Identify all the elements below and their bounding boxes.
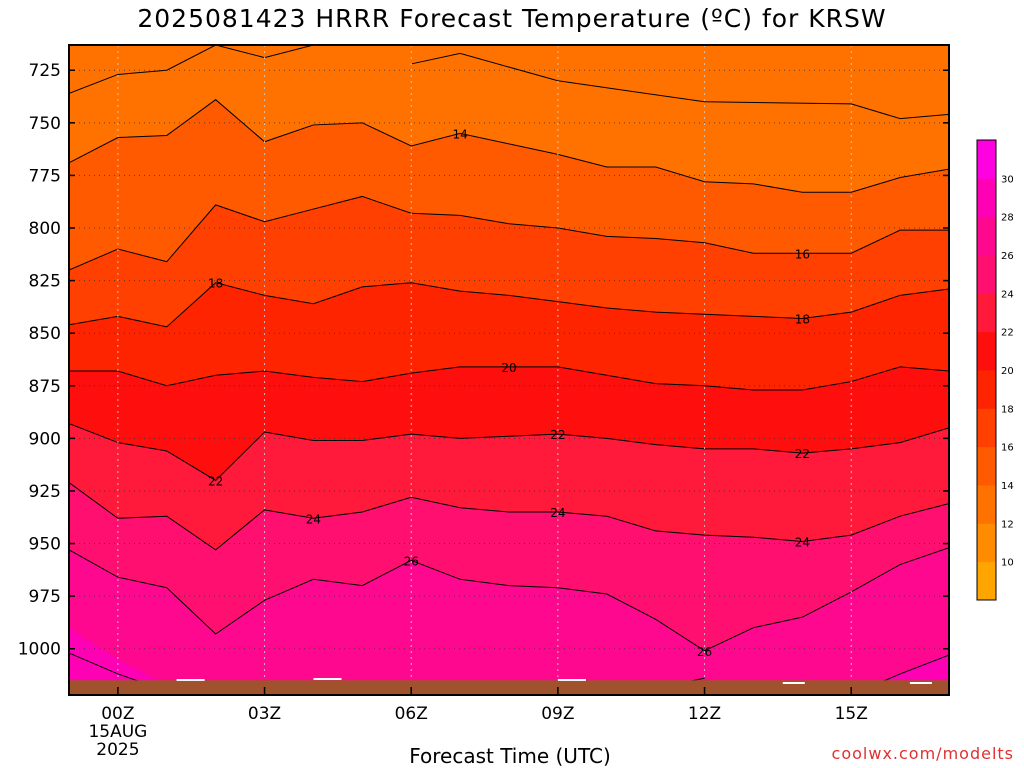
colorbar-swatch-10 — [977, 523, 996, 563]
colorbar-swatch-26 — [977, 216, 996, 256]
colorbar-swatch-12 — [977, 485, 996, 524]
colorbar-label-18: 18 — [1001, 404, 1014, 415]
contour-labels: 14 16 18 18 20 22 22 22 24 24 24 26 26 — [208, 127, 810, 659]
x-tick-label-06Z: 06Z — [395, 704, 428, 724]
colorbar-label-26: 26 — [1001, 251, 1014, 262]
filled-contours — [69, 45, 949, 695]
plot-frame — [68, 44, 950, 696]
colorbar-swatch-24 — [977, 255, 996, 294]
x-tick-year-label: 2025 — [96, 740, 139, 760]
x-tick-label-09Z: 09Z — [541, 704, 574, 724]
contour-label-22-9: 22 — [550, 428, 565, 442]
contour-label-18-2: 18 — [208, 277, 223, 291]
contour-line-26 — [69, 547, 949, 652]
ground-strip — [69, 678, 949, 695]
x-tick-label-12Z: 12Z — [688, 704, 721, 724]
colorbar-swatch-8 — [977, 561, 996, 601]
contour-lines — [69, 45, 949, 695]
x-tick-label-03Z: 03Z — [248, 704, 281, 724]
contour-line-12-right — [411, 52, 949, 120]
ground-area — [69, 680, 949, 695]
colorbar-label-10: 10 — [1001, 558, 1014, 569]
y-tick-label-800: 800 — [29, 219, 61, 239]
y-axis: 725 750 775 800 825 850 875 900 925 950 975 1000 — [18, 61, 949, 660]
surface-marker-1 — [313, 678, 342, 680]
y-tick-label-825: 825 — [29, 272, 61, 292]
contour-label-24-9: 24 — [550, 506, 565, 520]
y-tick-label-850: 850 — [29, 324, 61, 344]
source-watermark: coolwx.com/modelts — [831, 744, 1014, 763]
grid-lines — [69, 45, 949, 695]
y-tick-label-950: 950 — [29, 535, 61, 555]
band-28-left — [69, 627, 167, 695]
contour-label-20-8: 20 — [501, 361, 516, 375]
contour-line-18 — [69, 282, 949, 328]
contour-line-12-left — [69, 45, 216, 94]
y-tick-label-975: 975 — [29, 587, 61, 607]
band-below-14 — [69, 45, 949, 193]
y-tick-label-775: 775 — [29, 166, 61, 186]
contour-label-24-14: 24 — [795, 535, 810, 549]
band-26 — [69, 547, 949, 695]
contour-label-18-14: 18 — [795, 312, 810, 326]
contour-label-22-14: 22 — [795, 447, 810, 461]
y-tick-label-875: 875 — [29, 377, 61, 397]
colorbar-label-16: 16 — [1001, 443, 1014, 454]
y-tick-label-1000: 1000 — [18, 640, 61, 660]
contour-line-22 — [69, 423, 949, 482]
y-tick-label-900: 900 — [29, 429, 61, 449]
surface-marker-0 — [176, 679, 205, 681]
colorbar-frame — [976, 139, 997, 601]
contour-label-26-6: 26 — [404, 554, 419, 568]
colorbar-label-12: 12 — [1001, 519, 1014, 530]
colorbar-swatch-18 — [977, 370, 996, 409]
contour-label-26-12: 26 — [697, 645, 712, 659]
band-24 — [69, 482, 949, 651]
contour-line-14 — [69, 99, 949, 193]
colorbar-label-22: 22 — [1001, 328, 1014, 339]
colorbar-swatch-16 — [977, 408, 996, 448]
surface-marker-4 — [909, 682, 932, 684]
colorbar-swatch-28 — [977, 178, 996, 218]
contour-label-14-7: 14 — [452, 127, 467, 141]
x-tick-date-label: 15AUG — [88, 722, 147, 742]
x-tick-label-00Z: 00Z — [101, 704, 134, 724]
colorbar-label-20: 20 — [1001, 366, 1014, 377]
y-tick-label-750: 750 — [29, 114, 61, 134]
contour-line-24 — [69, 482, 949, 551]
contour-label-24-4: 24 — [306, 512, 321, 526]
colorbar-swatch-30 — [977, 140, 996, 179]
contour-line-20 — [69, 366, 949, 391]
contour-label-22-2: 22 — [208, 474, 223, 488]
colorbar-swatch-14 — [977, 446, 996, 486]
band-22 — [69, 423, 949, 550]
y-tick-label-725: 725 — [29, 61, 61, 81]
x-tick-label-15Z: 15Z — [835, 704, 868, 724]
band-14 — [69, 99, 949, 271]
y-tick-label-925: 925 — [29, 482, 61, 502]
contour-line-16 — [69, 195, 949, 271]
colorbar-swatch-20 — [977, 331, 996, 371]
band-18 — [69, 282, 949, 390]
colorbar-label-14: 14 — [1001, 481, 1014, 492]
contour-label-16-14: 16 — [795, 247, 810, 261]
band-16 — [69, 196, 949, 327]
chart-title: 2025081423 HRRR Forecast Temperature (ºC… — [137, 4, 887, 33]
x-axis-label: Forecast Time (UTC) — [409, 744, 611, 768]
colorbar: 10 12 14 16 18 20 22 24 26 28 30 — [976, 139, 1014, 601]
colorbar-label-30: 30 — [1001, 174, 1014, 185]
colorbar-label-24: 24 — [1001, 289, 1014, 300]
band-20 — [69, 366, 949, 481]
colorbar-swatch-22 — [977, 293, 996, 333]
surface-marker-2 — [557, 679, 586, 681]
surface-marker-3 — [782, 682, 805, 684]
colorbar-label-28: 28 — [1001, 213, 1014, 224]
